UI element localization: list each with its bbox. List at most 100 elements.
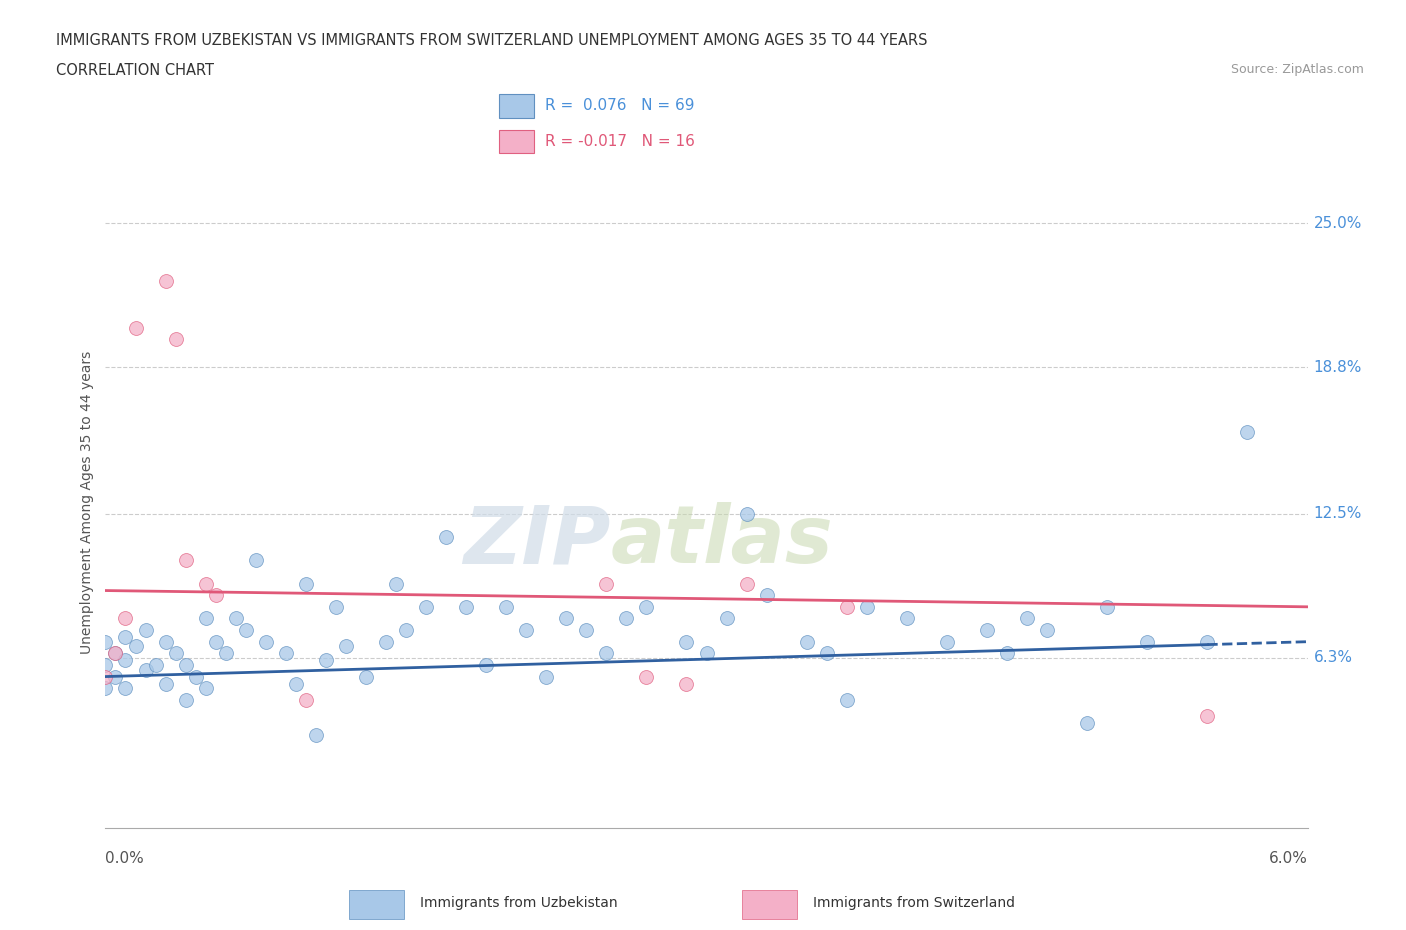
Point <box>1036 623 1059 638</box>
Point <box>194 681 217 696</box>
Point <box>976 623 998 638</box>
Point <box>135 662 157 677</box>
Point <box>194 577 217 591</box>
Text: atlas: atlas <box>610 502 834 580</box>
Text: R = -0.017   N = 16: R = -0.017 N = 16 <box>544 134 695 149</box>
FancyBboxPatch shape <box>499 94 534 118</box>
Point <box>575 623 598 638</box>
Point <box>675 676 697 691</box>
Point <box>94 681 117 696</box>
Point <box>1197 709 1219 724</box>
FancyBboxPatch shape <box>742 890 797 919</box>
Point <box>114 653 136 668</box>
Point <box>595 577 617 591</box>
FancyBboxPatch shape <box>349 890 404 919</box>
Point <box>434 530 457 545</box>
Point <box>636 600 658 615</box>
Point <box>174 552 197 567</box>
Point <box>595 646 617 661</box>
Point <box>305 727 328 742</box>
Point <box>716 611 738 626</box>
Point <box>325 600 347 615</box>
Point <box>114 611 136 626</box>
Point <box>184 670 207 684</box>
Point <box>155 274 177 289</box>
Point <box>1015 611 1038 626</box>
Point <box>124 321 146 336</box>
Point <box>385 577 408 591</box>
Point <box>614 611 637 626</box>
Point <box>815 646 838 661</box>
Text: IMMIGRANTS FROM UZBEKISTAN VS IMMIGRANTS FROM SWITZERLAND UNEMPLOYMENT AMONG AGE: IMMIGRANTS FROM UZBEKISTAN VS IMMIGRANTS… <box>56 33 928 47</box>
Point <box>354 670 377 684</box>
Point <box>114 630 136 644</box>
Text: CORRELATION CHART: CORRELATION CHART <box>56 63 214 78</box>
Point <box>135 623 157 638</box>
Point <box>225 611 247 626</box>
Point <box>155 676 177 691</box>
Point <box>335 639 357 654</box>
Point <box>936 634 959 649</box>
Point <box>374 634 396 649</box>
FancyBboxPatch shape <box>499 129 534 153</box>
Point <box>94 634 117 649</box>
Point <box>555 611 578 626</box>
Point <box>94 658 117 672</box>
Point <box>194 611 217 626</box>
Text: Immigrants from Switzerland: Immigrants from Switzerland <box>813 896 1015 910</box>
Point <box>214 646 236 661</box>
Point <box>454 600 477 615</box>
Point <box>124 639 146 654</box>
Point <box>755 588 778 603</box>
Point <box>104 646 127 661</box>
Point <box>515 623 537 638</box>
Point <box>245 552 267 567</box>
Text: 12.5%: 12.5% <box>1313 506 1362 522</box>
Point <box>735 577 758 591</box>
Point <box>165 332 187 347</box>
Text: 0.0%: 0.0% <box>105 851 145 866</box>
Point <box>165 646 187 661</box>
Point <box>104 646 127 661</box>
Point <box>94 670 117 684</box>
Point <box>174 692 197 708</box>
Text: 6.0%: 6.0% <box>1268 851 1308 866</box>
Point <box>204 634 226 649</box>
Point <box>735 507 758 522</box>
Text: Immigrants from Uzbekistan: Immigrants from Uzbekistan <box>419 896 617 910</box>
Point <box>204 588 226 603</box>
Point <box>284 676 307 691</box>
Point <box>1236 425 1258 440</box>
Point <box>415 600 437 615</box>
Point <box>1136 634 1159 649</box>
Point <box>1197 634 1219 649</box>
Point <box>174 658 197 672</box>
Point <box>114 681 136 696</box>
Y-axis label: Unemployment Among Ages 35 to 44 years: Unemployment Among Ages 35 to 44 years <box>80 351 94 654</box>
Text: ZIP: ZIP <box>463 502 610 580</box>
Point <box>695 646 717 661</box>
Point <box>274 646 297 661</box>
Point <box>395 623 418 638</box>
Point <box>155 634 177 649</box>
Point <box>475 658 498 672</box>
Point <box>495 600 517 615</box>
Point <box>835 692 858 708</box>
Point <box>294 577 316 591</box>
Point <box>294 692 316 708</box>
Point <box>995 646 1018 661</box>
Text: Source: ZipAtlas.com: Source: ZipAtlas.com <box>1230 63 1364 76</box>
Point <box>835 600 858 615</box>
Point <box>235 623 257 638</box>
Point <box>1097 600 1119 615</box>
Point <box>254 634 277 649</box>
Text: 6.3%: 6.3% <box>1313 650 1353 666</box>
Point <box>675 634 697 649</box>
Text: 18.8%: 18.8% <box>1313 360 1362 375</box>
Point <box>315 653 337 668</box>
Text: 25.0%: 25.0% <box>1313 216 1362 231</box>
Point <box>145 658 167 672</box>
Text: R =  0.076   N = 69: R = 0.076 N = 69 <box>544 99 695 113</box>
Point <box>796 634 818 649</box>
Point <box>104 670 127 684</box>
